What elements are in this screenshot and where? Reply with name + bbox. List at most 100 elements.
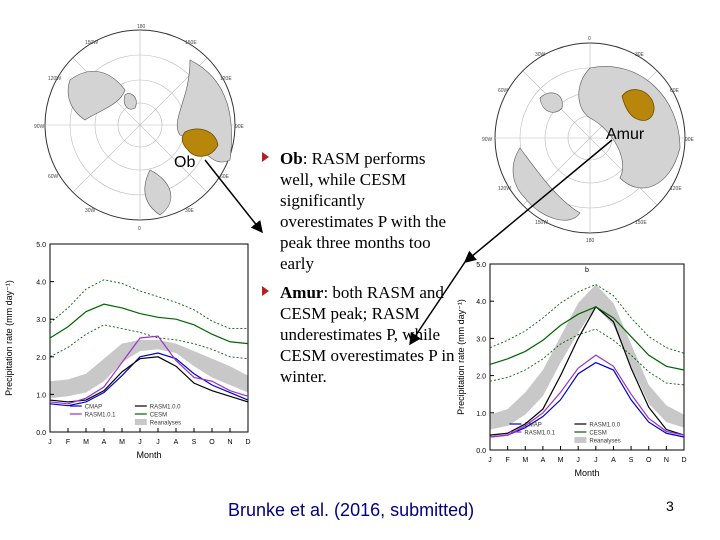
polar-map-left: 180 150W 150E 120W 120E 90W 90E 60W 60E … bbox=[34, 24, 245, 232]
legend-label: Reanalyses bbox=[150, 421, 181, 427]
lon-label: 30E bbox=[635, 52, 645, 58]
lon-label: 150E bbox=[185, 40, 197, 46]
amur-arrow-top bbox=[463, 139, 613, 263]
series-line bbox=[489, 361, 685, 438]
legend-label: CMAP bbox=[524, 423, 541, 429]
x-tick-label: N bbox=[227, 439, 232, 446]
x-axis-label: Month bbox=[136, 450, 161, 460]
y-axis-label: Precipitation rate (mm day⁻¹) bbox=[4, 280, 14, 396]
x-tick-label: D bbox=[681, 457, 686, 464]
y-tick-label: 1.0 bbox=[36, 392, 46, 399]
x-tick-label: J bbox=[156, 439, 160, 446]
x-tick-label: M bbox=[558, 457, 564, 464]
amur-basin-region bbox=[621, 89, 655, 121]
x-tick-label: F bbox=[66, 439, 70, 446]
envelope-line bbox=[49, 279, 248, 330]
x-tick-label: J bbox=[488, 457, 492, 464]
legend-swatch bbox=[574, 437, 587, 443]
lon-label: 150W bbox=[535, 220, 548, 226]
lon-label: 150W bbox=[85, 40, 98, 46]
ob-region-label: Ob bbox=[174, 154, 196, 171]
lon-label: 120W bbox=[498, 186, 511, 192]
north-america-land bbox=[67, 71, 126, 121]
eurasia-land bbox=[578, 66, 681, 189]
x-tick-label: J bbox=[138, 439, 142, 446]
ob-precip-chart: 0.0 1.0 2.0 3.0 4.0 5.0 J F M A M J J A S O N D Month Preci… bbox=[0, 232, 255, 477]
legend-label: CESM bbox=[589, 431, 606, 437]
x-tick-label: A bbox=[102, 439, 107, 446]
y-tick-label: 0.0 bbox=[36, 430, 46, 437]
x-tick-label: D bbox=[245, 439, 250, 446]
europe-land bbox=[539, 92, 563, 113]
lon-label: 60W bbox=[498, 88, 509, 94]
x-tick-label: N bbox=[664, 457, 669, 464]
lon-label: 90E bbox=[685, 137, 695, 143]
amur-arrow-bottom bbox=[409, 261, 466, 346]
lon-label: 30E bbox=[185, 208, 195, 214]
x-tick-label: M bbox=[83, 439, 89, 446]
legend-label: CMAP bbox=[85, 405, 102, 411]
series-line bbox=[49, 335, 249, 405]
lon-label: 30W bbox=[85, 208, 96, 214]
x-tick-label: M bbox=[522, 457, 528, 464]
bullet-list: Ob: RASM performs well, while CESM signi… bbox=[262, 148, 462, 395]
x-tick-label: A bbox=[611, 457, 616, 464]
series-line bbox=[489, 354, 685, 438]
x-tick-label: A bbox=[174, 439, 179, 446]
y-tick-label: 4.0 bbox=[36, 280, 46, 287]
x-tick-label: J bbox=[594, 457, 598, 464]
lon-label: 30W bbox=[535, 52, 546, 58]
series-line bbox=[489, 305, 685, 436]
envelope-line bbox=[489, 328, 685, 386]
x-tick-label: J bbox=[48, 439, 52, 446]
greenland-land bbox=[123, 93, 137, 110]
chart-title: b bbox=[585, 267, 589, 274]
ob-precip-chart-svg: 0.0 1.0 2.0 3.0 4.0 5.0 J F M A M J J A S O N D Month Preci… bbox=[4, 242, 251, 460]
bullet-marker-icon bbox=[262, 286, 269, 296]
x-tick-label: O bbox=[646, 457, 652, 464]
lon-label: 120E bbox=[220, 76, 232, 82]
longitude-labels: 180 150W 150E 120W 120E 90W 90E 60W 60E … bbox=[34, 24, 245, 232]
lon-label: 120E bbox=[670, 186, 682, 192]
y-tick-label: 0.0 bbox=[476, 448, 486, 455]
y-tick-label: 2.0 bbox=[476, 374, 486, 381]
page-number: 3 bbox=[666, 498, 674, 514]
lon-label: 180 bbox=[137, 24, 146, 30]
amur-basin-map: 0 30W 30E 60W 60E 90W 90E 120W 120E 150W… bbox=[480, 28, 700, 253]
legend-label: RASM1.0.0 bbox=[150, 405, 181, 411]
x-axis-label: Month bbox=[574, 468, 599, 478]
x-tick-label: A bbox=[541, 457, 546, 464]
citation: Brunke et al. (2016, submitted) bbox=[228, 500, 475, 520]
polar-map-right: 0 30W 30E 60W 60E 90W 90E 120W 120E 150W… bbox=[482, 36, 695, 244]
lon-label: 180 bbox=[586, 238, 595, 244]
legend-label: RASM1.0.1 bbox=[85, 413, 116, 419]
legend-label: Reanalyses bbox=[589, 439, 620, 445]
bullet-amur: Amur: both RASM and CESM peak; RASM unde… bbox=[262, 282, 462, 387]
bullet-ob: Ob: RASM performs well, while CESM signi… bbox=[262, 148, 462, 274]
lon-label: 60E bbox=[670, 88, 680, 94]
lon-label: 90W bbox=[482, 137, 493, 143]
x-tick-label: F bbox=[505, 457, 509, 464]
legend-label: CESM bbox=[150, 413, 167, 419]
series-line bbox=[49, 356, 249, 403]
europe-land bbox=[144, 169, 172, 216]
y-tick-label: 4.0 bbox=[476, 299, 486, 306]
y-tick-label: 5.0 bbox=[36, 242, 46, 249]
legend-label: RASM1.0.0 bbox=[589, 423, 620, 429]
x-tick-label: M bbox=[119, 439, 125, 446]
envelope-line bbox=[49, 324, 249, 360]
y-tick-label: 1.0 bbox=[476, 411, 486, 418]
reanalysis-band bbox=[490, 284, 684, 430]
lon-label: 90E bbox=[235, 124, 245, 130]
y-tick-label: 3.0 bbox=[36, 317, 46, 324]
bullet-text: : both RASM and CESM peak; RASM underest… bbox=[280, 283, 455, 386]
amur-precip-chart-svg: 0.0 1.0 2.0 3.0 4.0 5.0 J F M A M J J A S O N D Month Preci… bbox=[456, 262, 687, 478]
legend-label: RASM1.0.1 bbox=[524, 431, 555, 437]
north-america-land bbox=[512, 147, 581, 221]
bullet-text: : RASM performs well, while CESM signifi… bbox=[280, 149, 447, 273]
lon-label: 60W bbox=[48, 174, 59, 180]
lon-label: 0 bbox=[138, 226, 141, 232]
x-tick-label: J bbox=[576, 457, 580, 464]
lon-label: 60E bbox=[220, 174, 230, 180]
